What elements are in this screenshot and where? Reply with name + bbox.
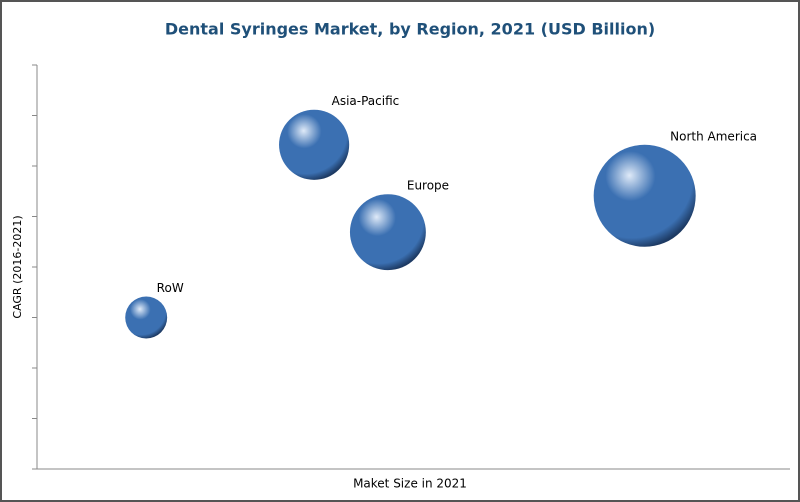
bubble <box>593 144 696 247</box>
bubble <box>125 296 168 339</box>
y-axis-label: CAGR (2016-2021) <box>11 215 24 318</box>
data-label: Asia-Pacific <box>332 94 400 108</box>
bubble <box>349 194 426 271</box>
x-axis-label: Maket Size in 2021 <box>353 477 467 491</box>
data-label: Europe <box>407 179 449 193</box>
chart-title: Dental Syringes Market, by Region, 2021 … <box>165 20 655 39</box>
bubble <box>279 109 350 180</box>
data-label: RoW <box>157 281 184 295</box>
data-label: North America <box>670 129 757 143</box>
